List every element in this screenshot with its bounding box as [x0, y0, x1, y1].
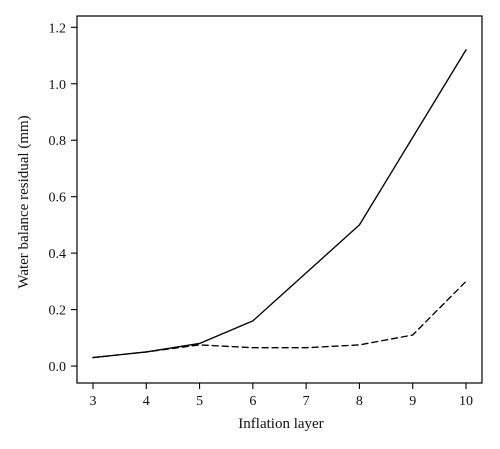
y-tick-label: 1.0 — [49, 78, 67, 93]
series-layer — [92, 49, 467, 359]
y-axis-label: Water balance residual (mm) — [16, 115, 32, 288]
x-tick-label: 6 — [249, 394, 256, 409]
series-line-solid — [92, 49, 467, 359]
tick-layer: 3 4 5 6 7 8 9 10 0.0 0.2 0.4 0.6 0.8 1.0 1.2 — [49, 21, 474, 409]
y-tick-label: 0.4 — [49, 247, 67, 262]
x-tick-label: 10 — [459, 394, 473, 409]
x-tick-label: 3 — [89, 394, 96, 409]
x-tick-label: 8 — [356, 394, 363, 409]
x-tick-label: 7 — [303, 394, 310, 409]
x-tick-label: 5 — [196, 394, 203, 409]
x-axis-label: Inflation layer — [238, 416, 323, 432]
y-tick-label: 0.6 — [49, 191, 67, 206]
x-tick-label: 9 — [409, 394, 416, 409]
y-tick-label: 0.0 — [49, 360, 67, 375]
plot-frame — [76, 15, 483, 384]
y-tick-label: 0.2 — [49, 304, 67, 319]
y-tick-label: 0.8 — [49, 134, 67, 149]
x-tick-label: 4 — [143, 394, 150, 409]
y-tick-label: 1.2 — [49, 21, 67, 36]
series-line-dashed — [92, 280, 467, 359]
